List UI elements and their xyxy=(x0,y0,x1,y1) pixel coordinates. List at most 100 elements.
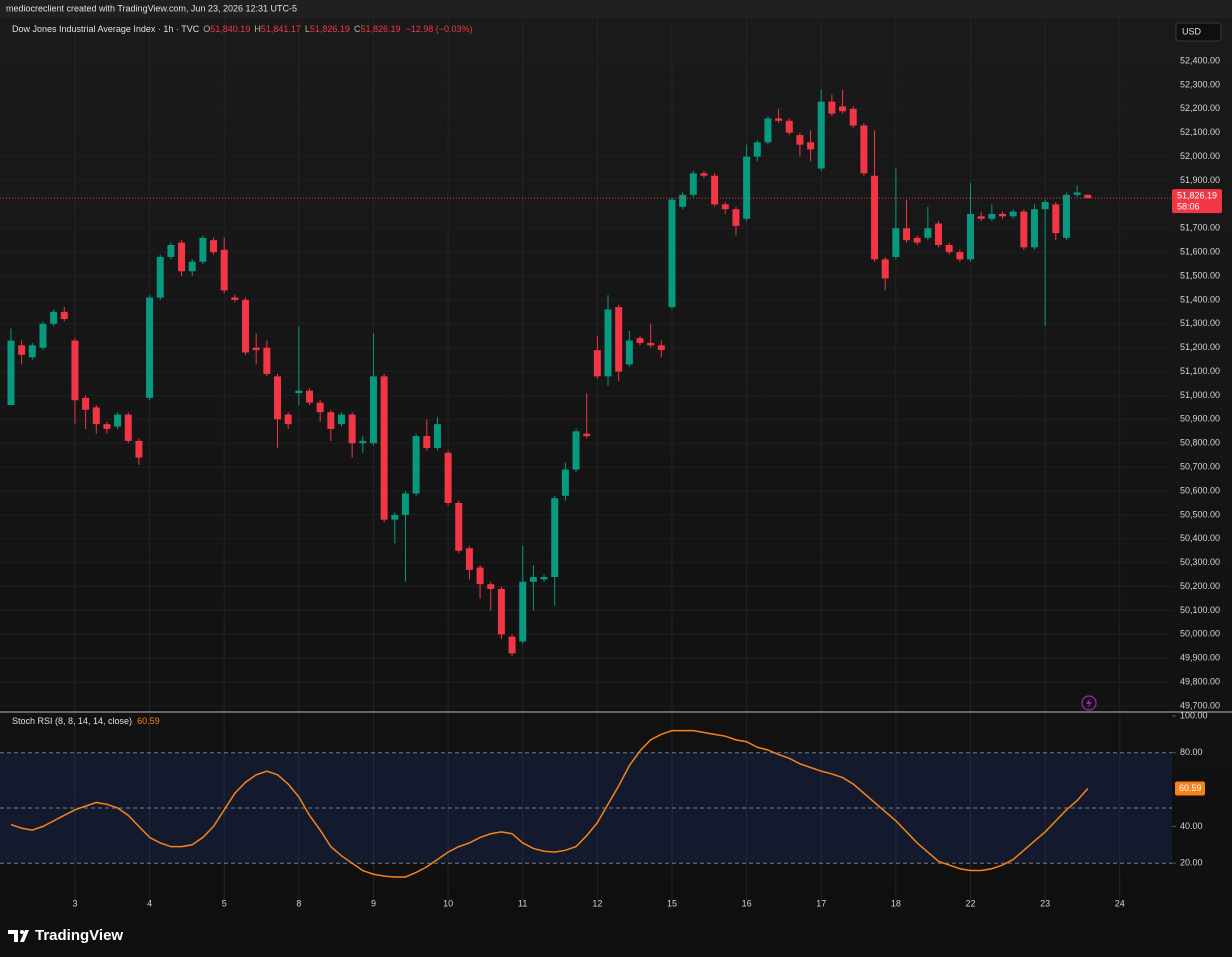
plot-layer xyxy=(0,18,1172,900)
candle-body xyxy=(903,228,911,241)
candle-body xyxy=(647,342,655,346)
y-tick-label: 52,100.00 xyxy=(1180,127,1220,137)
candle-body xyxy=(828,101,836,114)
x-tick-label: 9 xyxy=(371,898,376,908)
y-tick-label: 50,600.00 xyxy=(1180,485,1220,495)
y-tick-label: 50,500.00 xyxy=(1180,509,1220,519)
symbol-title: Dow Jones Industrial Average Index · 1h … xyxy=(12,24,200,34)
candle-body xyxy=(679,194,687,207)
candle-body xyxy=(945,244,953,253)
candle-body xyxy=(124,414,132,441)
x-tick-label: 22 xyxy=(965,898,975,908)
y-tick-label: 51,100.00 xyxy=(1180,366,1220,376)
candle-body xyxy=(369,376,377,444)
candle-body xyxy=(156,256,164,298)
candle-body xyxy=(210,240,218,253)
candle-body xyxy=(284,414,292,425)
candle-body xyxy=(998,213,1006,217)
candle-body xyxy=(519,581,527,642)
candle-body xyxy=(807,142,815,150)
candle-body xyxy=(263,347,271,374)
y-tick-label: 52,300.00 xyxy=(1180,79,1220,89)
candle-body xyxy=(967,213,975,260)
y-tick-label: 51,200.00 xyxy=(1180,342,1220,352)
x-tick-label: 8 xyxy=(296,898,301,908)
candle-body xyxy=(242,299,250,353)
y-tick-label: 52,000.00 xyxy=(1180,151,1220,161)
candle-body xyxy=(497,588,505,635)
legend: Dow Jones Industrial Average Index · 1h … xyxy=(12,24,473,34)
alert-icon[interactable] xyxy=(1081,695,1097,711)
indicator-legend: Stoch RSI (8, 8, 14, 14, close) 60.59 xyxy=(12,716,160,726)
top-bar xyxy=(0,0,1232,18)
candle-body xyxy=(935,223,943,245)
candle-body xyxy=(860,125,868,174)
candle-body xyxy=(711,175,719,205)
legend-key: H xyxy=(254,24,261,34)
candle-body xyxy=(295,390,303,394)
candle-body xyxy=(476,567,484,585)
x-tick-label: 24 xyxy=(1115,898,1125,908)
candle-body xyxy=(615,307,623,372)
footer-bar xyxy=(0,912,1232,957)
legend-value: 51,840.19 xyxy=(210,24,250,34)
candle-body xyxy=(551,498,559,578)
x-tick-label: 5 xyxy=(222,898,227,908)
candle-body xyxy=(178,242,186,272)
legend-key: O xyxy=(203,24,210,34)
candle-body xyxy=(50,311,58,324)
y-tick-label: 40.00 xyxy=(1180,821,1203,831)
candle-body xyxy=(700,173,708,176)
y-tick-label: 51,500.00 xyxy=(1180,270,1220,280)
x-tick-label: 18 xyxy=(891,898,901,908)
currency-label[interactable]: USD xyxy=(1182,26,1202,36)
y-tick-label: 50,100.00 xyxy=(1180,605,1220,615)
candle-body xyxy=(220,249,228,291)
x-tick-label: 15 xyxy=(667,898,677,908)
candle-body xyxy=(92,407,100,425)
y-tick-label: 50,200.00 xyxy=(1180,581,1220,591)
y-tick-label: 51,000.00 xyxy=(1180,390,1220,400)
countdown-label: 58:06 xyxy=(1177,202,1200,212)
y-tick-label: 49,700.00 xyxy=(1180,700,1220,710)
last-value-label: 60.59 xyxy=(1179,783,1202,793)
candle-body xyxy=(871,175,879,260)
candle-body xyxy=(743,156,751,219)
candle-body xyxy=(593,350,601,377)
x-tick-label: 4 xyxy=(147,898,152,908)
candle-body xyxy=(988,213,996,219)
y-tick-label: 51,400.00 xyxy=(1180,294,1220,304)
candle-body xyxy=(924,228,932,238)
candle-body xyxy=(561,469,569,496)
y-tick-label: 51,700.00 xyxy=(1180,223,1220,233)
candle-body xyxy=(636,338,644,343)
last-price-label: 51,826.19 xyxy=(1177,191,1217,201)
candle-body xyxy=(380,376,388,520)
candle-body xyxy=(540,577,548,580)
candle-body xyxy=(412,436,420,494)
y-tick-label: 50,900.00 xyxy=(1180,414,1220,424)
candle-body xyxy=(839,106,847,112)
candle-body xyxy=(167,244,175,257)
candle-body xyxy=(732,209,740,226)
candle-body xyxy=(529,577,537,582)
candle-body xyxy=(668,199,676,308)
alert-icon-bolt xyxy=(1086,698,1092,708)
currency-button[interactable] xyxy=(1175,22,1222,42)
y-tick-label: 49,800.00 xyxy=(1180,676,1220,686)
candle-body xyxy=(18,345,26,355)
indicator-value: 60.59 xyxy=(137,716,160,726)
y-tick-label: 50,400.00 xyxy=(1180,533,1220,543)
candle-body xyxy=(199,237,207,262)
candle-body xyxy=(1009,211,1017,217)
candle-body xyxy=(583,433,591,437)
candle-body xyxy=(337,414,345,425)
candle-body xyxy=(721,204,729,210)
candle-body xyxy=(348,414,356,444)
candle-body xyxy=(785,120,793,133)
logo-text: TradingView xyxy=(35,927,123,944)
candle-body xyxy=(433,424,441,449)
candle-body xyxy=(316,402,324,413)
y-tick-label: 50,700.00 xyxy=(1180,462,1220,472)
candle-body xyxy=(188,261,196,272)
